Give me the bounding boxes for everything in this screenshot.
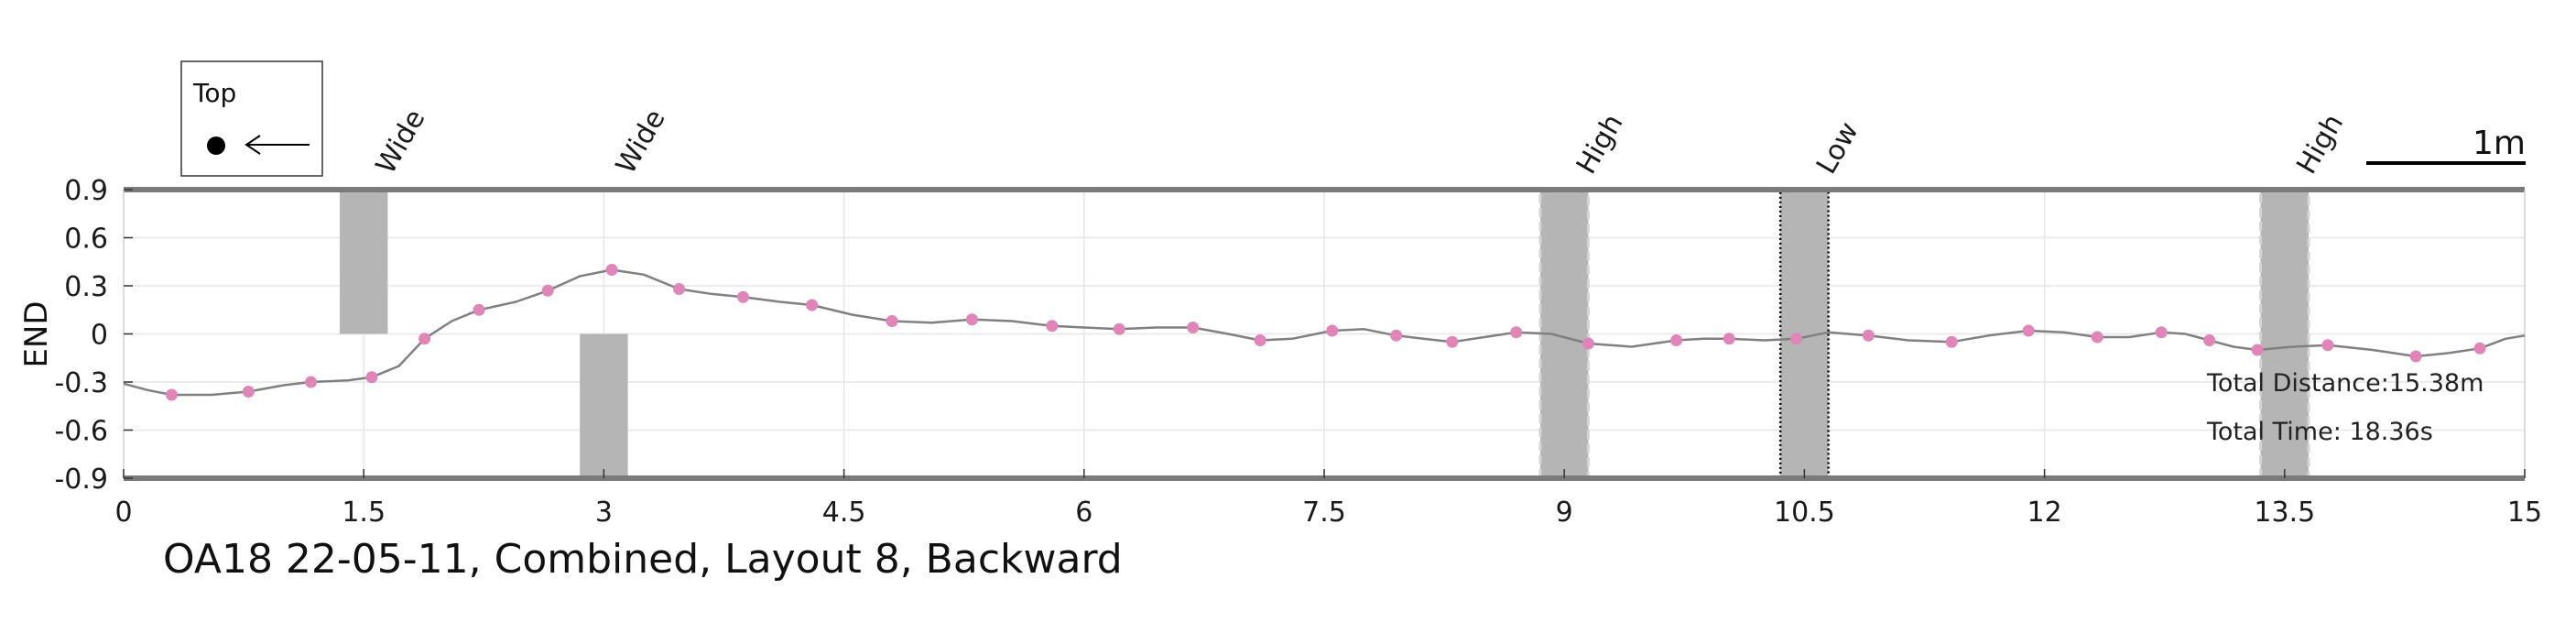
trajectory-point-27 [2022, 324, 2035, 337]
trajectory-point-13 [1046, 320, 1059, 333]
trajectory-point-22 [1670, 334, 1683, 346]
obstacle-label-3: Low [1810, 116, 1865, 180]
chart-title: OA18 22-05-11, Combined, Layout 8, Backw… [163, 536, 1123, 583]
trajectory-point-29 [2155, 326, 2168, 339]
trajectory-point-5 [473, 303, 485, 316]
trajectory-point-7 [605, 264, 618, 276]
trajectory-point-19 [1446, 335, 1459, 348]
trajectory-point-17 [1326, 324, 1339, 337]
trajectory-point-0 [165, 388, 178, 401]
trajectory-point-3 [365, 371, 378, 384]
trajectory-point-30 [2203, 334, 2216, 346]
x-tick-label-10: 15 [2507, 497, 2542, 529]
x-tick-label-4: 6 [1075, 497, 1092, 529]
trajectory-point-28 [2091, 331, 2103, 344]
trajectory-point-18 [1390, 329, 1403, 342]
y-tick-label-2: 0.3 [64, 271, 108, 303]
obstacle-label-4: High [2290, 109, 2350, 180]
trajectory-point-2 [305, 376, 318, 388]
trajectory-point-9 [736, 290, 749, 303]
obstacle-label-0: Wide [370, 104, 432, 180]
scale-bar-label: 1m [2473, 125, 2526, 162]
trajectory-series [123, 264, 2526, 401]
trajectory-point-14 [1113, 322, 1125, 335]
x-tick-label-0: 0 [114, 497, 132, 529]
y-tick-label-4: -0.3 [54, 367, 108, 399]
x-tick-label-8: 12 [2027, 497, 2062, 529]
legend-frame [180, 60, 323, 177]
trajectory-point-6 [541, 284, 554, 297]
y-tick-label-3: 0 [91, 320, 108, 352]
trajectory-point-12 [965, 313, 978, 326]
trajectory-point-31 [2251, 344, 2264, 356]
obstacle-labels: Wide Wide High Low High [370, 104, 2350, 180]
x-tick-label-9: 13.5 [2254, 497, 2315, 529]
trajectory-point-33 [2409, 350, 2422, 363]
trajectory-point-15 [1187, 322, 1200, 333]
annotation-total-distance: Total Distance:15.38m [2206, 369, 2484, 398]
scale-bar: 1m [2366, 125, 2526, 165]
x-tick-label-3: 4.5 [822, 497, 866, 529]
legend-arrow-icon [245, 135, 310, 155]
x-tick-label-2: 3 [595, 497, 613, 529]
annotation-total-time: Total Time: 18.36s [2206, 418, 2433, 446]
trajectory-point-26 [1945, 335, 1958, 348]
trajectory-point-32 [2321, 339, 2334, 352]
y-tick-label-1: 0.6 [64, 224, 108, 256]
y-tick-label-0: 0.9 [64, 175, 108, 207]
x-tick-label-5: 7.5 [1302, 497, 1346, 529]
trajectory-point-21 [1581, 337, 1594, 350]
y-tick-label-5: -0.6 [54, 416, 108, 448]
trajectory-point-23 [1723, 333, 1735, 345]
trajectory-point-10 [806, 299, 819, 311]
trajectory-point-1 [242, 386, 255, 398]
obstacle-zone-0 [339, 190, 388, 334]
legend-box: Top [180, 60, 323, 177]
x-tick-label-6: 9 [1556, 497, 1573, 529]
trajectory-point-25 [1862, 329, 1875, 342]
trajectory-point-11 [886, 315, 898, 327]
trajectory-point-4 [418, 333, 431, 345]
obstacle-label-2: High [1571, 109, 1630, 180]
obstacle-label-1: Wide [610, 104, 672, 180]
trajectory-point-20 [1510, 326, 1523, 339]
trajectory-point-8 [673, 283, 686, 295]
axis-ticks: 0 1.5 3 4.5 6 7.5 9 10.5 12 13.5 15 0.9 0.6 0.3 0 -0.3 -… [54, 175, 2542, 529]
x-tick-label-7: 10.5 [1774, 497, 1835, 529]
y-tick-label-6: -0.9 [54, 464, 108, 496]
legend-dot-icon [207, 136, 225, 155]
obstacle-zone-1 [580, 333, 628, 478]
trajectory-point-16 [1254, 334, 1266, 346]
trajectory-point-24 [1790, 333, 1803, 345]
x-tick-label-1: 1.5 [342, 497, 386, 529]
legend-label: Top [192, 78, 236, 108]
y-axis-label: END [18, 300, 55, 367]
trajectory-point-34 [2473, 342, 2486, 355]
